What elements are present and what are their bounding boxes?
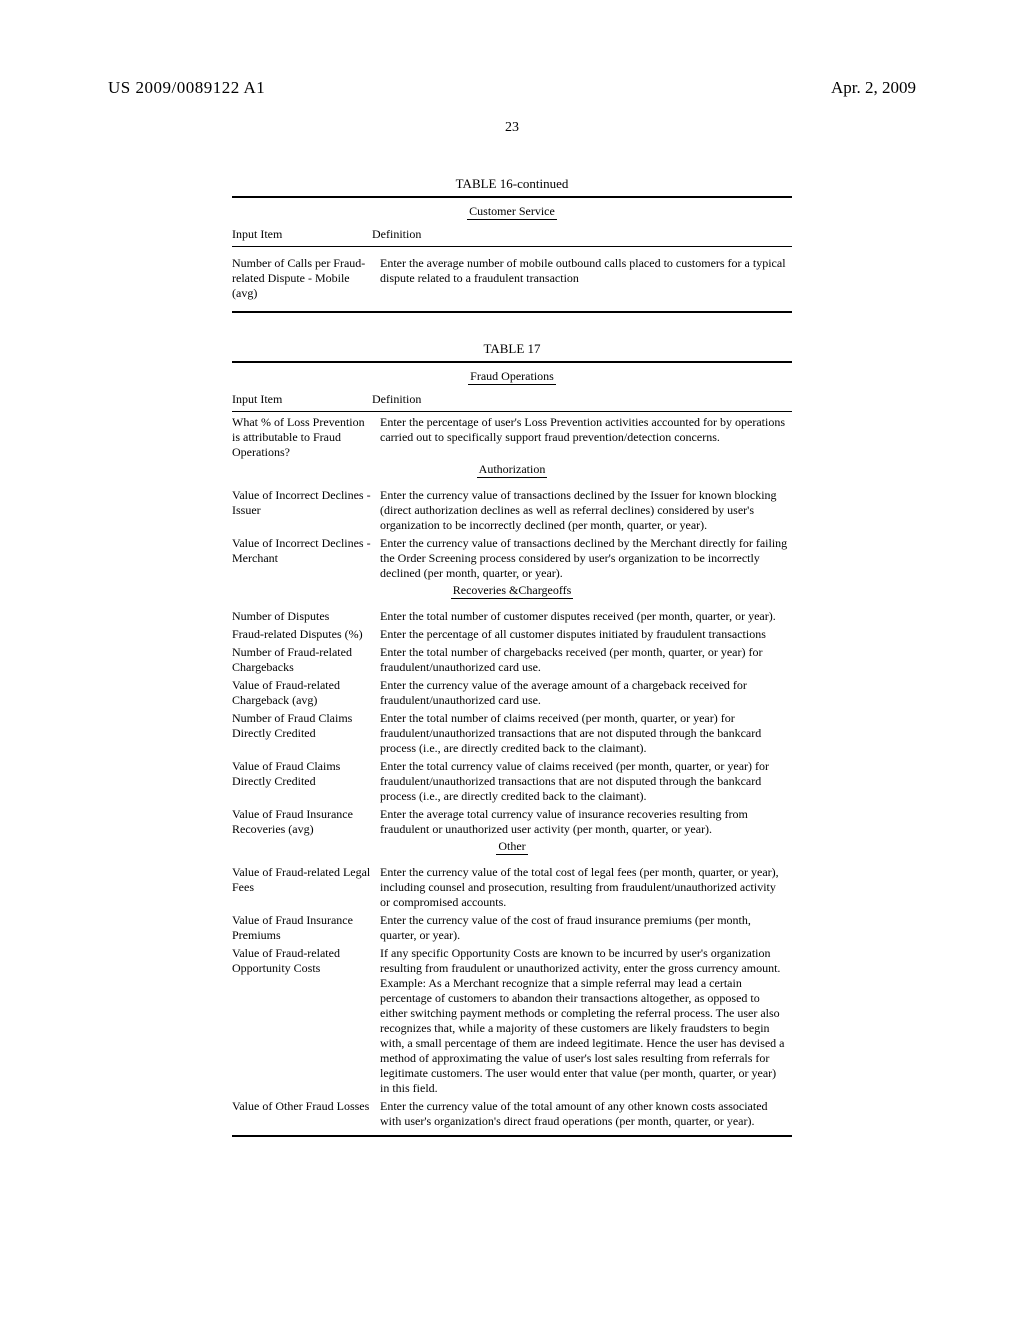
row-input: Value of Other Fraud Losses [232,1099,380,1129]
table-row: Number of DisputesEnter the total number… [232,606,792,624]
page-container: US 2009/0089122 A1 Apr. 2, 2009 23 TABLE… [0,0,1024,1205]
table-17: TABLE 17 Fraud Operations Input Item Def… [232,341,792,1137]
row-definition: Enter the currency value of the average … [380,678,792,708]
table-row: Value of Fraud-related Legal FeesEnter t… [232,862,792,910]
publication-number: US 2009/0089122 A1 [108,78,265,98]
row-input: Value of Fraud-related Opportunity Costs [232,946,380,1096]
section-label: Authorization [232,460,792,479]
row-definition: If any specific Opportunity Costs are kn… [380,946,792,1096]
col-header-input: Input Item [232,392,372,407]
row-input: What % of Loss Prevention is attributabl… [232,415,380,460]
row-definition: Enter the total number of claims receive… [380,711,792,756]
row-definition: Enter the total number of chargebacks re… [380,645,792,675]
section-label: Recoveries &Chargeoffs [232,581,792,600]
section-label-text: Authorization [477,462,548,478]
rule [232,1135,792,1137]
row-input: Value of Fraud Insurance Recoveries (avg… [232,807,380,837]
row-definition: Enter the percentage of user's Loss Prev… [380,415,792,460]
row-input: Number of Calls per Fraud-related Disput… [232,256,380,301]
sections-container: Authorization Value of Incorrect Declines… [232,460,792,1129]
col-header-input: Input Item [232,227,372,242]
table-17-section: Fraud Operations [232,363,792,388]
table-row: Value of Fraud-related Opportunity Costs… [232,943,792,1096]
section-label-text: Other [496,839,527,855]
row-input: Value of Incorrect Declines - Issuer [232,488,380,533]
row-input: Value of Fraud-related Chargeback (avg) [232,678,380,708]
page-number: 23 [108,120,916,136]
row-definition: Enter the currency value of the cost of … [380,913,792,943]
table-row: Number of Fraud-related ChargebacksEnter… [232,642,792,675]
row-input: Number of Disputes [232,609,380,624]
row-input: Value of Fraud Insurance Premiums [232,913,380,943]
section-label-text: Recoveries &Chargeoffs [451,583,574,599]
table-17-col-headers: Input Item Definition [232,388,792,411]
col-header-def: Definition [372,392,792,407]
row-input: Number of Fraud Claims Directly Credited [232,711,380,756]
table-row: Number of Calls per Fraud-related Disput… [232,253,792,301]
row-input: Value of Fraud-related Legal Fees [232,865,380,910]
row-definition: Enter the percentage of all customer dis… [380,627,792,642]
table-16-section-label: Customer Service [467,204,557,220]
table-16-col-headers: Input Item Definition [232,223,792,246]
tables-wrap: TABLE 16-continued Customer Service Inpu… [232,176,792,1137]
table-row: Value of Fraud Claims Directly CreditedE… [232,756,792,804]
table-row: Value of Incorrect Declines - MerchantEn… [232,533,792,581]
table-row: Value of Other Fraud LossesEnter the cur… [232,1096,792,1129]
table-row: What % of Loss Prevention is attributabl… [232,412,792,460]
table-row: Number of Fraud Claims Directly Credited… [232,708,792,756]
table-16-continued: TABLE 16-continued Customer Service Inpu… [232,176,792,313]
table-row: Value of Incorrect Declines - IssuerEnte… [232,485,792,533]
row-definition: Enter the currency value of transactions… [380,488,792,533]
row-definition: Enter the currency value of the total co… [380,865,792,910]
row-definition: Enter the average total currency value o… [380,807,792,837]
table-16-section: Customer Service [232,198,792,223]
row-input: Fraud-related Disputes (%) [232,627,380,642]
table-row: Value of Fraud-related Chargeback (avg)E… [232,675,792,708]
table-row: Fraud-related Disputes (%)Enter the perc… [232,624,792,642]
row-definition: Enter the currency value of the total am… [380,1099,792,1129]
page-header: US 2009/0089122 A1 Apr. 2, 2009 [108,78,916,98]
row-definition: Enter the average number of mobile outbo… [380,256,792,301]
row-input: Number of Fraud-related Chargebacks [232,645,380,675]
table-17-title: TABLE 17 [232,341,792,357]
section-label: Other [232,837,792,856]
row-definition: Enter the currency value of transactions… [380,536,792,581]
row-definition: Enter the total currency value of claims… [380,759,792,804]
row-input: Value of Incorrect Declines - Merchant [232,536,380,581]
row-input: Value of Fraud Claims Directly Credited [232,759,380,804]
table-16-title: TABLE 16-continued [232,176,792,192]
publication-date: Apr. 2, 2009 [831,78,916,98]
row-definition: Enter the total number of customer dispu… [380,609,792,624]
table-row: Value of Fraud Insurance Recoveries (avg… [232,804,792,837]
table-17-section-label: Fraud Operations [468,369,556,385]
rule [232,311,792,313]
col-header-def: Definition [372,227,792,242]
table-row: Value of Fraud Insurance PremiumsEnter t… [232,910,792,943]
